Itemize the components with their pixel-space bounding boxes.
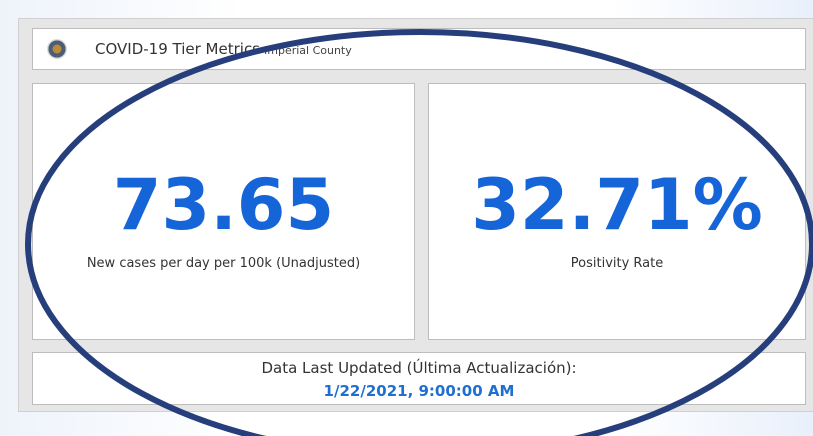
header-title: COVID-19 Tier Metrics Imperial County: [95, 40, 352, 58]
indicator-label: Positivity Rate: [570, 256, 664, 271]
update-date: 1/22/2021, 9:00:00 AM: [323, 382, 515, 400]
indicator-value: 73.65: [112, 164, 335, 246]
highlight-ellipse: [25, 29, 813, 436]
update-label: Data Last Updated (Última Actualización)…: [261, 359, 577, 377]
county-seal: [47, 39, 67, 59]
title-text: COVID-19 Tier Metrics: [95, 40, 260, 58]
indicator-label: New cases per day per 100k (Unadjusted): [86, 256, 361, 271]
footer-box: Data Last Updated (Última Actualización)…: [32, 352, 806, 405]
indicator-value: 32.71%: [471, 164, 763, 246]
